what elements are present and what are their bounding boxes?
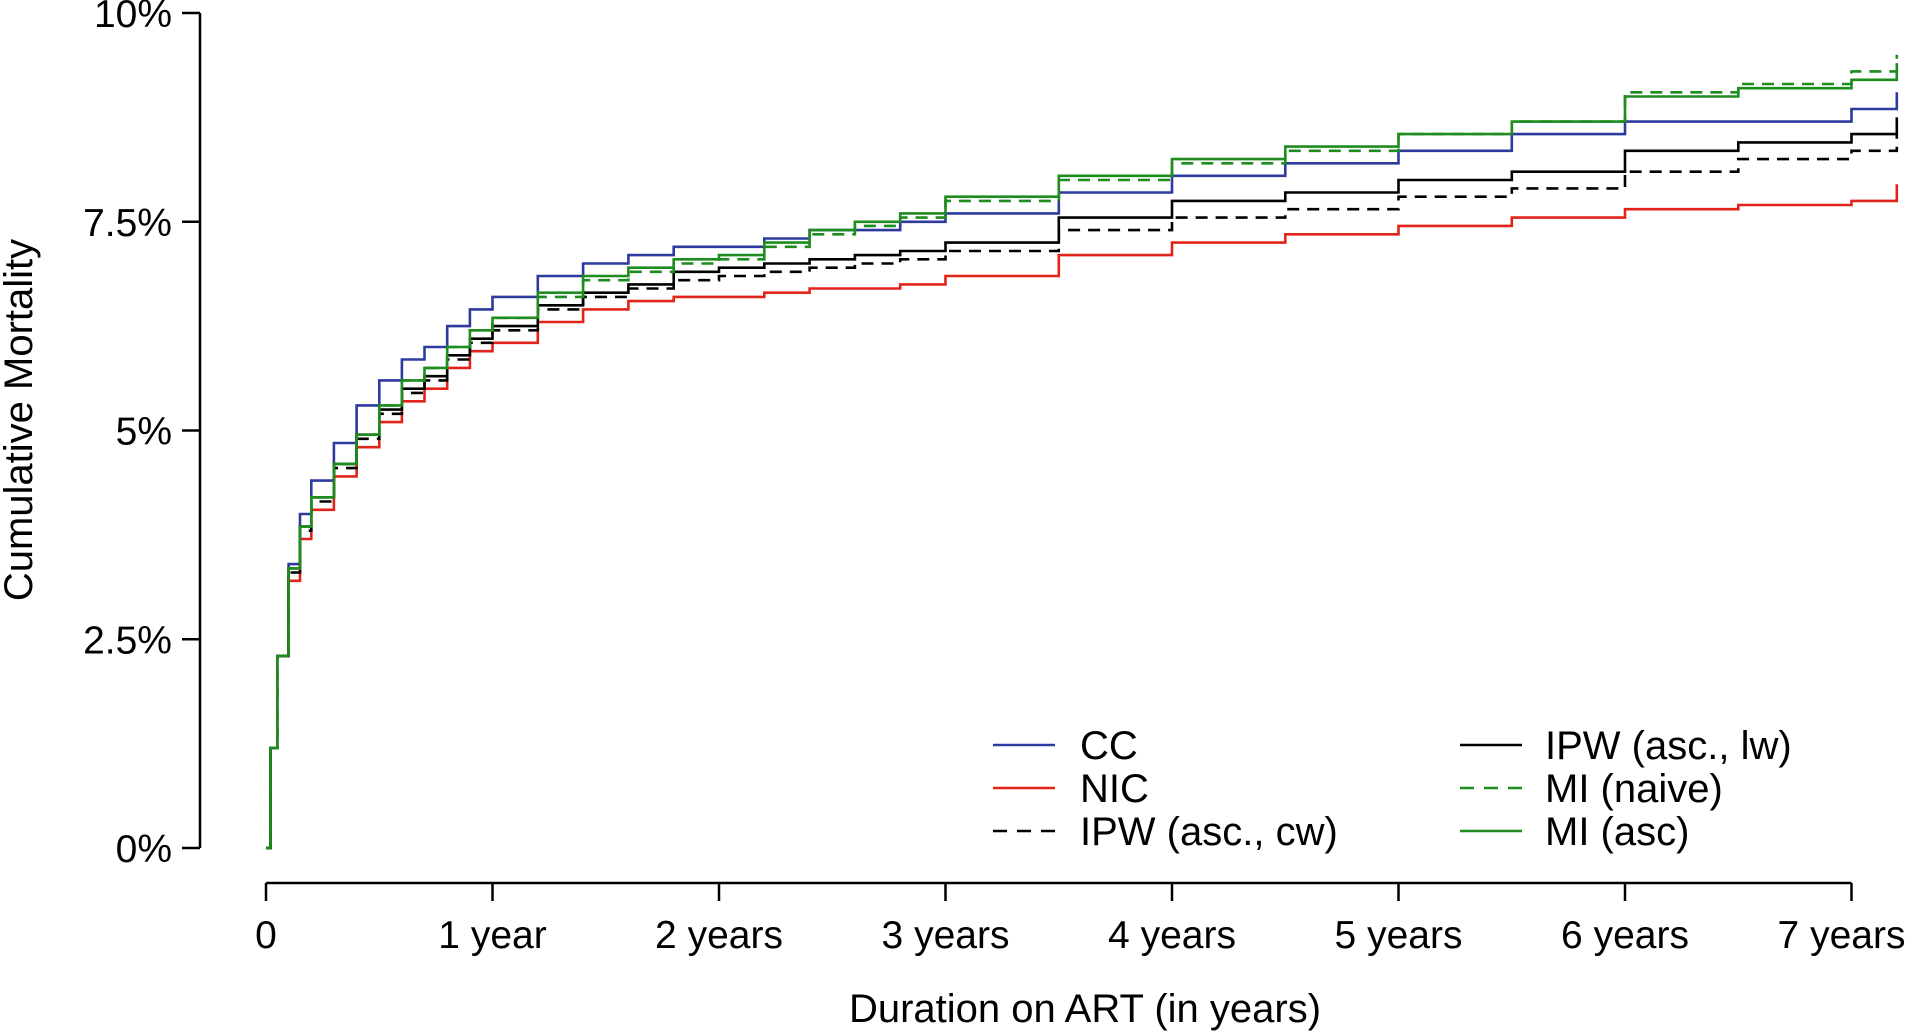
- x-tick-label-1: 1 year: [438, 914, 546, 957]
- legend-label-left-1: NIC: [1080, 767, 1149, 811]
- legend-label-right-2: MI (asc): [1545, 810, 1689, 854]
- x-axis: 0 1 year 2 years 3 years 4 years 5 years 6 yea…: [255, 881, 1906, 957]
- x-tick-label-7: 7 years: [1778, 914, 1906, 957]
- legend-label-left-2: IPW (asc., cw): [1080, 810, 1338, 854]
- x-axis-title: Duration on ART (in years): [849, 987, 1321, 1031]
- x-tick-label-2: 2 years: [655, 914, 783, 957]
- x-tick-label-0: 0: [255, 914, 277, 957]
- x-tick-label-4: 4 years: [1108, 914, 1236, 957]
- y-tick-label-1: 2.5%: [83, 619, 172, 662]
- y-tick-label-0: 0%: [116, 828, 172, 871]
- y-axis-title: Cumulative Mortality: [0, 239, 41, 601]
- legend-label-right-0: IPW (asc., lw): [1545, 724, 1792, 768]
- x-tick-label-3: 3 years: [882, 914, 1010, 957]
- series-line-cc: [266, 92, 1899, 850]
- series-line-nic: [266, 184, 1899, 850]
- legend-label-right-1: MI (naive): [1545, 767, 1723, 811]
- x-tick-label-6: 6 years: [1561, 914, 1689, 957]
- y-tick-label-2: 5%: [116, 411, 172, 454]
- y-tick-label-3: 7.5%: [83, 202, 172, 245]
- legend-label-left-0: CC: [1080, 724, 1138, 768]
- series-line-mi-asc: [266, 63, 1899, 850]
- y-axis: 0% 2.5% 5% 7.5% 10%: [83, 0, 202, 871]
- series-layer: [266, 54, 1899, 850]
- y-tick-label-4: 10%: [94, 0, 172, 36]
- x-tick-label-5: 5 years: [1335, 914, 1463, 957]
